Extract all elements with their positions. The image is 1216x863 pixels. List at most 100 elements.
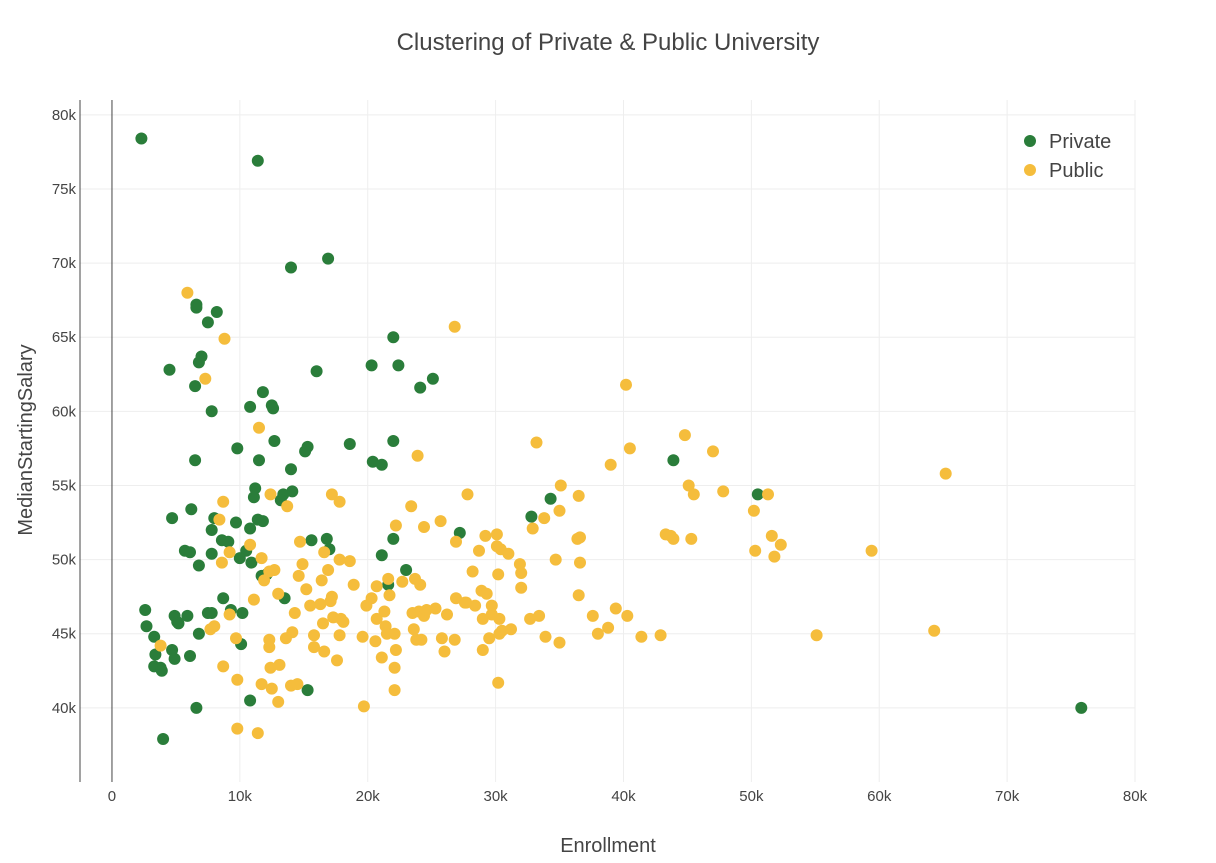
data-point-public[interactable] (572, 589, 585, 602)
data-point-public[interactable] (572, 489, 585, 502)
data-point-private[interactable] (322, 252, 335, 265)
data-point-public[interactable] (308, 641, 320, 654)
data-point-public[interactable] (318, 645, 331, 658)
data-point-public[interactable] (549, 553, 562, 566)
data-point-public[interactable] (375, 651, 388, 664)
data-point-public[interactable] (418, 521, 430, 533)
data-point-private[interactable] (414, 381, 427, 394)
legend[interactable]: Private Public (1024, 131, 1111, 182)
data-point-private[interactable] (751, 488, 764, 501)
data-point-private[interactable] (301, 684, 314, 697)
data-point-public[interactable] (333, 553, 346, 566)
data-point-public[interactable] (213, 513, 226, 526)
data-point-public[interactable] (461, 488, 474, 501)
data-point-private[interactable] (205, 607, 218, 619)
data-point-public[interactable] (554, 479, 567, 492)
data-point-public[interactable] (199, 372, 212, 385)
data-point-public[interactable] (553, 504, 566, 517)
data-point-public[interactable] (291, 678, 304, 691)
data-point-public[interactable] (678, 429, 691, 442)
data-point-private[interactable] (285, 261, 297, 274)
data-point-private[interactable] (181, 609, 194, 622)
data-point-public[interactable] (208, 620, 221, 633)
data-point-public[interactable] (388, 627, 401, 640)
data-point-public[interactable] (357, 700, 370, 713)
data-point-public[interactable] (553, 636, 566, 649)
data-point-public[interactable] (337, 615, 350, 628)
data-point-public[interactable] (623, 442, 636, 455)
data-point-public[interactable] (667, 532, 680, 545)
data-point-public[interactable] (288, 607, 301, 619)
data-point-private[interactable] (184, 650, 196, 662)
data-point-public[interactable] (747, 504, 760, 517)
data-point-private[interactable] (210, 306, 223, 318)
data-point-private[interactable] (205, 547, 218, 560)
data-point-public[interactable] (407, 623, 420, 636)
data-point-public[interactable] (434, 515, 447, 528)
data-point-public[interactable] (492, 568, 505, 581)
data-point-private[interactable] (205, 524, 218, 536)
data-point-private[interactable] (139, 604, 152, 616)
data-point-public[interactable] (685, 532, 698, 545)
data-point-private[interactable] (244, 694, 257, 707)
data-point-public[interactable] (230, 632, 242, 645)
data-point-private[interactable] (299, 445, 312, 458)
data-point-private[interactable] (400, 564, 413, 576)
data-point-public[interactable] (526, 522, 539, 535)
data-point-private[interactable] (185, 503, 198, 516)
data-point-private[interactable] (268, 435, 281, 447)
data-point-public[interactable] (258, 574, 271, 587)
data-point-public[interactable] (317, 617, 329, 630)
data-point-private[interactable] (222, 535, 235, 548)
data-point-public[interactable] (370, 612, 383, 625)
data-point-private[interactable] (245, 556, 258, 569)
data-point-public[interactable] (264, 661, 277, 674)
data-point-public[interactable] (768, 550, 781, 563)
data-point-public[interactable] (264, 488, 277, 501)
data-point-public[interactable] (621, 609, 634, 622)
data-point-private[interactable] (140, 620, 153, 633)
data-point-public[interactable] (505, 623, 517, 636)
data-point-public[interactable] (244, 538, 257, 551)
data-point-public[interactable] (707, 445, 719, 458)
data-point-private[interactable] (190, 701, 203, 714)
data-point-private[interactable] (247, 491, 260, 504)
data-point-private[interactable] (166, 512, 179, 525)
data-point-public[interactable] (515, 567, 528, 579)
data-point-public[interactable] (286, 626, 299, 639)
data-point-public[interactable] (654, 629, 667, 642)
data-point-public[interactable] (687, 488, 700, 501)
data-point-private[interactable] (231, 442, 244, 455)
data-point-public[interactable] (414, 578, 427, 591)
data-point-private[interactable] (236, 607, 249, 619)
data-point-private[interactable] (189, 454, 202, 467)
data-point-public[interactable] (502, 547, 515, 560)
data-point-private[interactable] (172, 617, 185, 630)
data-point-public[interactable] (591, 627, 604, 640)
data-point-public[interactable] (635, 630, 648, 643)
data-point-private[interactable] (256, 515, 269, 528)
data-point-public[interactable] (476, 644, 489, 656)
data-point-public[interactable] (450, 535, 462, 548)
data-point-private[interactable] (426, 372, 439, 385)
data-point-public[interactable] (292, 569, 305, 582)
data-point-public[interactable] (333, 629, 346, 642)
data-point-private[interactable] (305, 534, 318, 547)
data-point-public[interactable] (415, 633, 428, 646)
data-point-public[interactable] (308, 629, 320, 642)
data-point-public[interactable] (217, 660, 230, 673)
data-point-private[interactable] (267, 402, 280, 415)
data-point-public[interactable] (383, 589, 396, 602)
data-point-public[interactable] (388, 661, 401, 674)
data-point-public[interactable] (322, 564, 335, 576)
data-point-private[interactable] (233, 552, 246, 565)
data-point-public[interactable] (331, 654, 343, 667)
data-point-public[interactable] (369, 635, 382, 648)
data-point-public[interactable] (420, 604, 433, 616)
data-point-public[interactable] (450, 592, 462, 605)
data-point-public[interactable] (490, 528, 503, 541)
data-point-public[interactable] (247, 593, 260, 606)
data-point-private[interactable] (256, 386, 269, 399)
data-point-private[interactable] (157, 733, 170, 745)
data-point-private[interactable] (544, 492, 557, 505)
